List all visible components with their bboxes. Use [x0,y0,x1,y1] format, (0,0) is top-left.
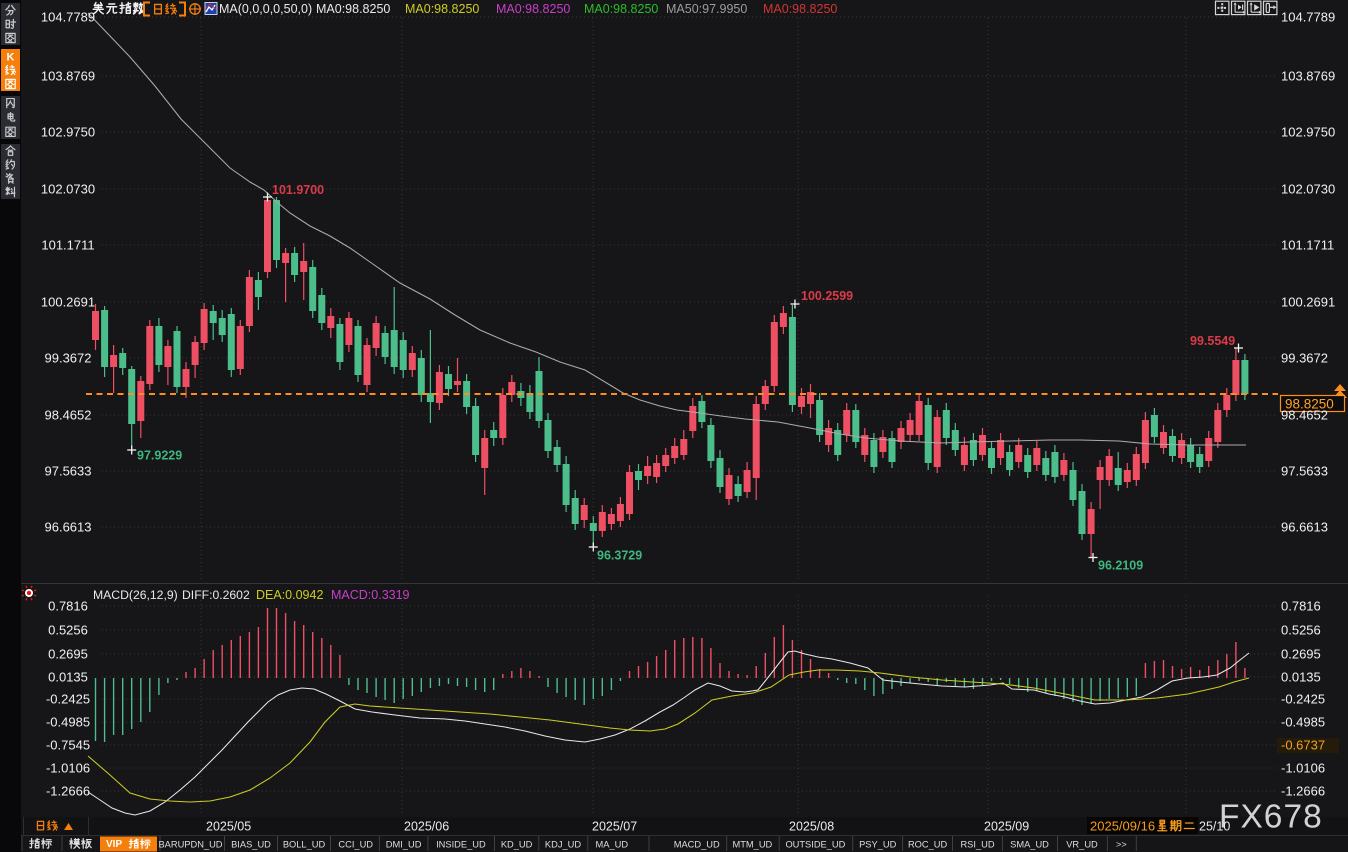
svg-text:DEA:0.0942: DEA:0.0942 [256,588,323,602]
svg-text:0.0135: 0.0135 [1281,670,1321,685]
svg-text:102.9750: 102.9750 [1281,125,1335,140]
svg-text:DIFF:0.2602: DIFF:0.2602 [182,588,250,602]
svg-text:99.5549: 99.5549 [1190,334,1235,348]
svg-text:96.6613: 96.6613 [45,520,92,535]
svg-text:0.7816: 0.7816 [1281,599,1321,614]
svg-text:INSIDE_UD: INSIDE_UD [436,840,486,850]
svg-text:-0.4985: -0.4985 [1281,715,1325,730]
svg-text:MA0:98.8250: MA0:98.8250 [763,2,837,16]
svg-text:2025/09: 2025/09 [984,820,1029,834]
svg-text:-0.6737: -0.6737 [1281,738,1325,753]
svg-text:99.3672: 99.3672 [45,351,92,366]
svg-text:97.9229: 97.9229 [137,449,182,463]
svg-text:98.4652: 98.4652 [1281,408,1328,423]
svg-text:KD_UD: KD_UD [501,840,533,850]
svg-text:100.2599: 100.2599 [801,289,853,303]
svg-text:SMA_UD: SMA_UD [1010,840,1049,850]
svg-text:MA_UD: MA_UD [596,840,629,850]
svg-text:96.6613: 96.6613 [1281,520,1328,535]
svg-text:MA(0,0,0,0,50,0): MA(0,0,0,0,50,0) [219,2,312,16]
svg-text:104.7789: 104.7789 [1281,10,1335,25]
svg-text:2025/07: 2025/07 [592,820,637,834]
svg-text:102.0730: 102.0730 [1281,182,1335,197]
svg-text:OUTSIDE_UD: OUTSIDE_UD [785,840,845,850]
svg-text:RSI_UD: RSI_UD [960,840,994,850]
svg-text:K: K [7,52,15,64]
svg-text:-1.0106: -1.0106 [46,761,90,776]
svg-text:MACD:0.3319: MACD:0.3319 [331,588,410,602]
svg-text:MACD(26,12,9): MACD(26,12,9) [93,588,178,602]
svg-text:-1.2666: -1.2666 [1281,784,1325,799]
svg-text:101.1711: 101.1711 [1281,238,1334,253]
svg-text:0.0135: 0.0135 [48,670,88,685]
svg-text:ROC_UD: ROC_UD [908,840,948,850]
svg-text:0.5256: 0.5256 [48,623,88,638]
svg-text:-0.2425: -0.2425 [46,692,90,707]
svg-text:97.5633: 97.5633 [45,464,92,479]
svg-text:99.3672: 99.3672 [1281,351,1328,366]
svg-text:2025/05: 2025/05 [206,820,251,834]
svg-text:-1.2666: -1.2666 [46,784,90,799]
svg-text:MA50:97.9950: MA50:97.9950 [666,2,747,16]
svg-text:PSY_UD: PSY_UD [859,840,896,850]
svg-text:MA0:98.8250: MA0:98.8250 [496,2,570,16]
svg-text:102.9750: 102.9750 [41,125,95,140]
svg-text:103.8769: 103.8769 [41,69,95,84]
svg-text:BARUPDN_UD: BARUPDN_UD [158,840,222,850]
svg-text:2025/09/16: 2025/09/16 [1090,819,1155,834]
svg-text:KDJ_UD: KDJ_UD [545,840,581,850]
svg-text:MA0:98.8250: MA0:98.8250 [584,2,658,16]
svg-text:104.7789: 104.7789 [41,10,95,25]
svg-text:2025/06: 2025/06 [404,820,449,834]
svg-text:BOLL_UD: BOLL_UD [283,840,326,850]
svg-text:MTM_UD: MTM_UD [733,840,773,850]
svg-text:101.9700: 101.9700 [272,183,324,197]
svg-text:25/10: 25/10 [1199,820,1230,834]
svg-text:102.0730: 102.0730 [41,182,95,197]
svg-text:0.7816: 0.7816 [48,599,88,614]
svg-text:96.2109: 96.2109 [1098,559,1143,573]
svg-text:BIAS_UD: BIAS_UD [231,840,271,850]
svg-text:2025/08: 2025/08 [789,820,834,834]
svg-text:101.1711: 101.1711 [41,238,94,253]
svg-text:MA0:98.8250: MA0:98.8250 [316,2,390,16]
svg-text:-0.7545: -0.7545 [46,738,90,753]
svg-text:98.8250: 98.8250 [1285,397,1334,412]
svg-text:MA0:98.8250: MA0:98.8250 [405,2,479,16]
svg-text:100.2691: 100.2691 [1281,295,1335,310]
svg-text:100.2691: 100.2691 [41,295,95,310]
svg-text:0.5256: 0.5256 [1281,623,1321,638]
svg-text:VIP: VIP [106,839,122,850]
svg-text:0.2695: 0.2695 [1281,647,1321,662]
svg-text:96.3729: 96.3729 [597,549,642,563]
svg-text:>>: >> [1116,840,1127,850]
svg-text:CCI_UD: CCI_UD [338,840,373,850]
svg-text:MACD_UD: MACD_UD [674,840,720,850]
svg-text:-0.2425: -0.2425 [1281,692,1325,707]
svg-text:0.2695: 0.2695 [48,647,88,662]
svg-text:FX678: FX678 [1219,799,1323,836]
svg-text:-0.4985: -0.4985 [46,715,90,730]
svg-text:98.4652: 98.4652 [45,408,92,423]
svg-text:DMI_UD: DMI_UD [386,840,422,850]
svg-text:97.5633: 97.5633 [1281,464,1328,479]
svg-text:103.8769: 103.8769 [1281,69,1335,84]
svg-text:-1.0106: -1.0106 [1281,761,1325,776]
svg-text:VR_UD: VR_UD [1066,840,1098,850]
